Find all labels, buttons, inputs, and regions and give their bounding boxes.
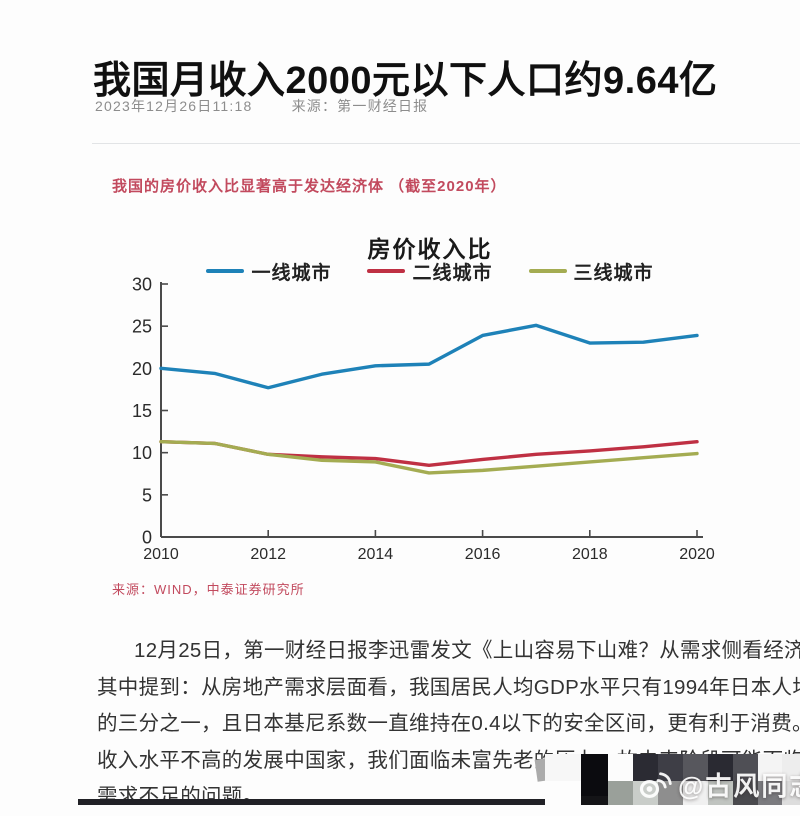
legend-label: 二线城市 xyxy=(412,262,493,284)
y-tick-label: 5 xyxy=(142,485,152,505)
weibo-icon xyxy=(639,771,672,798)
x-tick-label: 2010 xyxy=(143,546,179,563)
chart-source: 来源：WIND，中泰证券研究所 xyxy=(112,582,305,597)
chart-caption: 我国的房价收入比显著高于发达经济体 （截至2020年） xyxy=(112,178,507,195)
y-tick-label: 0 xyxy=(142,528,152,548)
x-tick-label: 2012 xyxy=(250,546,286,563)
x-tick-label: 2014 xyxy=(358,546,394,563)
legend-item: 三线城市 xyxy=(528,258,654,285)
paragraph-line: 其中提到：从房地产需求层面看，我国居民人均GDP水平只有1994年日本人均水平 xyxy=(97,675,800,699)
y-tick-label: 20 xyxy=(132,359,152,379)
cropped-element-strip xyxy=(78,799,648,805)
chart-title: 房价收入比 xyxy=(367,236,493,262)
legend-swatch xyxy=(528,269,567,273)
watermark: @古风同志 xyxy=(638,766,800,803)
legend-label: 三线城市 xyxy=(573,262,654,284)
legend-swatch xyxy=(206,269,245,273)
chart-legend: 一线城市 二线城市 三线城市 xyxy=(105,258,755,284)
legend-item: 二线城市 xyxy=(367,258,492,285)
y-tick-label: 25 xyxy=(132,317,152,337)
series-line-三线城市 xyxy=(159,440,699,475)
paragraph-line: 的三分之一，且日本基尼系数一直维持在0.4以下的安全区间，更有利于消费。作为 xyxy=(97,712,800,736)
legend-item: 一线城市 xyxy=(206,258,331,285)
legend-label: 一线城市 xyxy=(251,262,332,284)
watermark-handle: @古风同志 xyxy=(678,771,800,801)
x-tick-label: 2016 xyxy=(465,546,501,563)
series-line-一线城市 xyxy=(159,323,699,390)
source-label: 来源：第一财经日报 xyxy=(291,98,429,114)
series-line-二线城市 xyxy=(159,440,699,468)
publish-datetime: 2023年12月26日11:18 xyxy=(95,98,253,114)
x-tick-label: 2020 xyxy=(679,546,715,563)
chart-plot: 0 5 10 15 20 25 30 2010 2012 2014 2016 2018 2020 xyxy=(132,275,715,564)
x-tick-label: 2018 xyxy=(572,546,608,563)
legend-swatch xyxy=(367,269,406,273)
headline: 我国月收入2000元以下人口约9.64亿 xyxy=(93,60,718,103)
divider xyxy=(92,143,800,144)
article-meta: 2023年12月26日11:18 来源：第一财经日报 xyxy=(95,96,428,116)
y-tick-label: 30 xyxy=(132,275,152,295)
y-tick-label: 15 xyxy=(132,401,152,421)
y-tick-label: 10 xyxy=(132,443,152,463)
paragraph-line: 12月25日，第一财经日报李迅雷发文《上山容易下山难？从需求侧看经济》， xyxy=(134,639,800,662)
